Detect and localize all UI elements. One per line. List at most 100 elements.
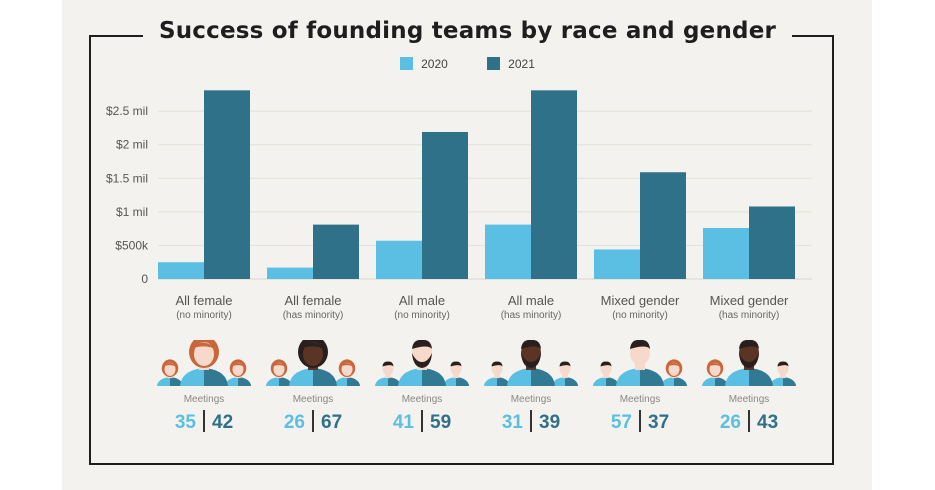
meetings-label: Meetings — [183, 394, 225, 405]
meetings-label: Meetings — [619, 394, 661, 405]
meetings-divider — [748, 410, 750, 432]
category-main-label: All female — [175, 293, 233, 308]
meetings-values: 26 43 — [694, 410, 804, 434]
meetings-2021-value: 37 — [648, 412, 670, 433]
meetings-values: 31 39 — [476, 410, 586, 434]
category-sub-label: (has minority) — [282, 310, 344, 321]
legend-swatch-2020 — [400, 57, 414, 70]
meetings-values: 57 37 — [585, 410, 695, 434]
meetings-2021-value: 59 — [430, 412, 452, 433]
y-tick-label: $1.5 mil — [106, 171, 148, 185]
male-icon — [442, 361, 470, 386]
meetings-divider — [203, 410, 205, 432]
legend-swatch-2021 — [487, 57, 501, 70]
female-icon — [701, 359, 729, 386]
meetings-2020-value: 26 — [719, 412, 741, 433]
category-sub-label: (no minority) — [394, 310, 450, 321]
male-bearded-icon — [398, 340, 446, 386]
female-icon — [180, 340, 228, 386]
male-icon — [769, 361, 797, 386]
team-avatars — [592, 340, 688, 386]
y-tick-label: $500k — [115, 238, 149, 252]
meetings-divider — [639, 410, 641, 432]
meetings-label: Meetings — [728, 394, 770, 405]
bar-2020 — [594, 249, 640, 279]
male-minority-bearded-icon — [725, 340, 773, 386]
female-icon — [265, 359, 293, 386]
meetings-2020-value: 31 — [501, 412, 523, 433]
meetings-divider — [312, 410, 314, 432]
meetings-divider — [530, 410, 532, 432]
team-avatars — [701, 340, 797, 386]
team-avatars — [483, 340, 579, 386]
bar-2021 — [313, 224, 359, 279]
bar-2021 — [749, 206, 795, 279]
legend-label-2020: 2020 — [421, 57, 448, 71]
category-label: All male (no minority) — [367, 293, 477, 321]
female-icon — [333, 359, 361, 386]
team-avatars — [374, 340, 470, 386]
legend-label-2021: 2021 — [508, 57, 535, 71]
bar-2020 — [158, 262, 204, 279]
male-icon — [616, 340, 664, 386]
team-avatars — [265, 340, 361, 386]
male-icon — [374, 361, 402, 386]
meetings-values: 26 67 — [258, 410, 368, 434]
meetings-2020-value: 35 — [174, 412, 196, 433]
y-tick-label: $1 mil — [116, 205, 148, 219]
team-avatars — [156, 340, 252, 386]
category-sub-label: (has minority) — [718, 310, 780, 321]
category-sub-label: (no minority) — [176, 310, 232, 321]
bar-2020 — [485, 224, 531, 279]
bar-2021 — [531, 90, 577, 279]
bar-2020 — [376, 240, 422, 279]
title-wrap: Success of founding teams by race and ge… — [0, 18, 935, 44]
meetings-2021-value: 39 — [539, 412, 561, 433]
male-icon — [592, 361, 620, 386]
category-main-label: All male — [398, 293, 446, 308]
category-label: All female (has minority) — [258, 293, 368, 321]
female-icon — [660, 359, 688, 386]
category-label: All male (has minority) — [476, 293, 586, 321]
male-icon — [551, 361, 579, 386]
category-main-label: Mixed gender — [600, 293, 680, 308]
meetings-2020-value: 57 — [610, 412, 632, 433]
meetings-values: 35 42 — [149, 410, 259, 434]
meetings-label: Meetings — [292, 394, 334, 405]
legend-item-2020: 2020 — [400, 57, 448, 71]
category-main-label: All female — [284, 293, 342, 308]
male-minority-bearded-icon — [507, 340, 555, 386]
y-tick-label: $2 mil — [116, 138, 148, 152]
meetings-2020-value: 26 — [283, 412, 305, 433]
meetings-label: Meetings — [401, 394, 443, 405]
category-label: Mixed gender (has minority) — [694, 293, 804, 321]
category-label: Mixed gender (no minority) — [585, 293, 695, 321]
chart-title: Success of founding teams by race and ge… — [142, 18, 793, 44]
category-sub-label: (has minority) — [500, 310, 562, 321]
meetings-label: Meetings — [510, 394, 552, 405]
meetings-2021-value: 43 — [757, 412, 779, 433]
meetings-2021-value: 67 — [321, 412, 343, 433]
meetings-2021-value: 42 — [212, 412, 234, 433]
y-tick-label: $2.5 mil — [106, 104, 148, 118]
category-sub-label: (no minority) — [612, 310, 668, 321]
y-tick-label: 0 — [141, 272, 148, 286]
meetings-2020-value: 41 — [392, 412, 414, 433]
female-minority-icon — [289, 340, 337, 386]
bar-2020 — [703, 227, 749, 279]
category-main-label: Mixed gender — [709, 293, 789, 308]
meetings-divider — [421, 410, 423, 432]
bar-2021 — [640, 172, 686, 279]
meetings-values: 41 59 — [367, 410, 477, 434]
female-icon — [156, 359, 184, 386]
category-label: All female (no minority) — [149, 293, 259, 321]
female-icon — [224, 359, 252, 386]
bar-2021 — [422, 131, 468, 279]
bar-2021 — [204, 90, 250, 279]
male-icon — [483, 361, 511, 386]
legend-item-2021: 2021 — [487, 57, 535, 71]
category-main-label: All male — [507, 293, 555, 308]
legend: 2020 2021 — [0, 57, 935, 71]
bar-2020 — [267, 267, 313, 279]
